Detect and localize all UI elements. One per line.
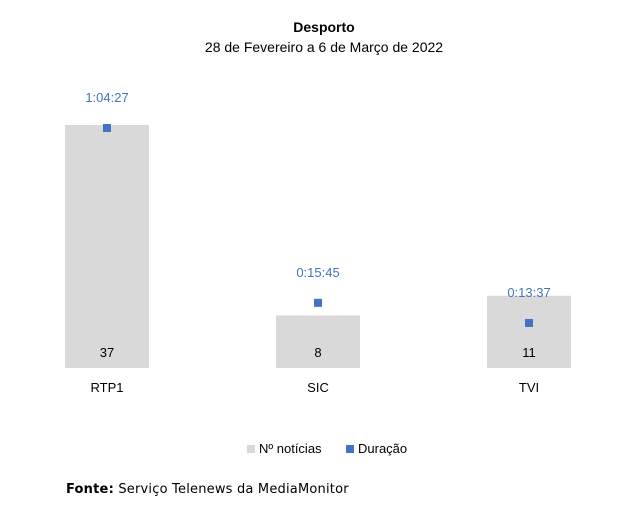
plot-area: 37 1:04:27 RTP1 8 0:15:45 SIC 11 0:13:37 TVI — [65, 90, 571, 395]
category-label-rtp1: RTP1 — [91, 380, 124, 395]
chart-subtitle: 28 de Fevereiro a 6 de Março de 2022 — [205, 39, 443, 55]
category-label-sic: SIC — [307, 380, 329, 395]
duration-marker-sic — [314, 298, 322, 307]
bar-rtp1 — [65, 125, 149, 368]
bar-value-label: 8 — [314, 345, 321, 360]
duration-label: 0:13:37 — [507, 285, 550, 300]
legend-label-duration: Duração — [358, 441, 407, 456]
legend-label-bars: Nº notícias — [259, 441, 322, 456]
legend-swatch-duration — [346, 445, 354, 453]
bar-sic — [276, 315, 360, 368]
bar-value-label: 37 — [100, 345, 114, 360]
duration-label: 1:04:27 — [85, 90, 128, 105]
duration-label: 0:15:45 — [296, 265, 339, 280]
legend-swatch-bars — [247, 445, 255, 453]
source-label: Fonte: — [66, 482, 114, 497]
category-label-tvi: TVI — [519, 380, 539, 395]
source-note: Fonte: Serviço Telenews da MediaMonitor — [66, 482, 349, 497]
duration-marker-rtp1 — [103, 124, 111, 132]
duration-marker-tvi — [525, 319, 533, 327]
chart-title: Desporto — [293, 19, 354, 35]
source-text: Serviço Telenews da MediaMonitor — [118, 482, 349, 497]
bar-value-label: 11 — [522, 345, 536, 360]
legend: Nº notícias Duração — [247, 441, 407, 456]
bar-tvi — [487, 295, 571, 368]
